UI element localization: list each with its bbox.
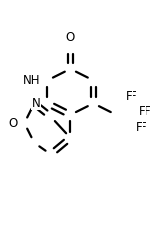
Text: N: N	[32, 97, 41, 110]
Text: O: O	[9, 116, 18, 130]
Text: F: F	[126, 90, 133, 103]
Text: F: F	[140, 121, 147, 134]
Text: NH: NH	[23, 74, 41, 87]
Text: F: F	[130, 90, 137, 103]
Text: O: O	[66, 31, 75, 44]
Text: F: F	[143, 105, 150, 118]
Text: F: F	[136, 121, 143, 134]
Text: F: F	[139, 105, 146, 118]
